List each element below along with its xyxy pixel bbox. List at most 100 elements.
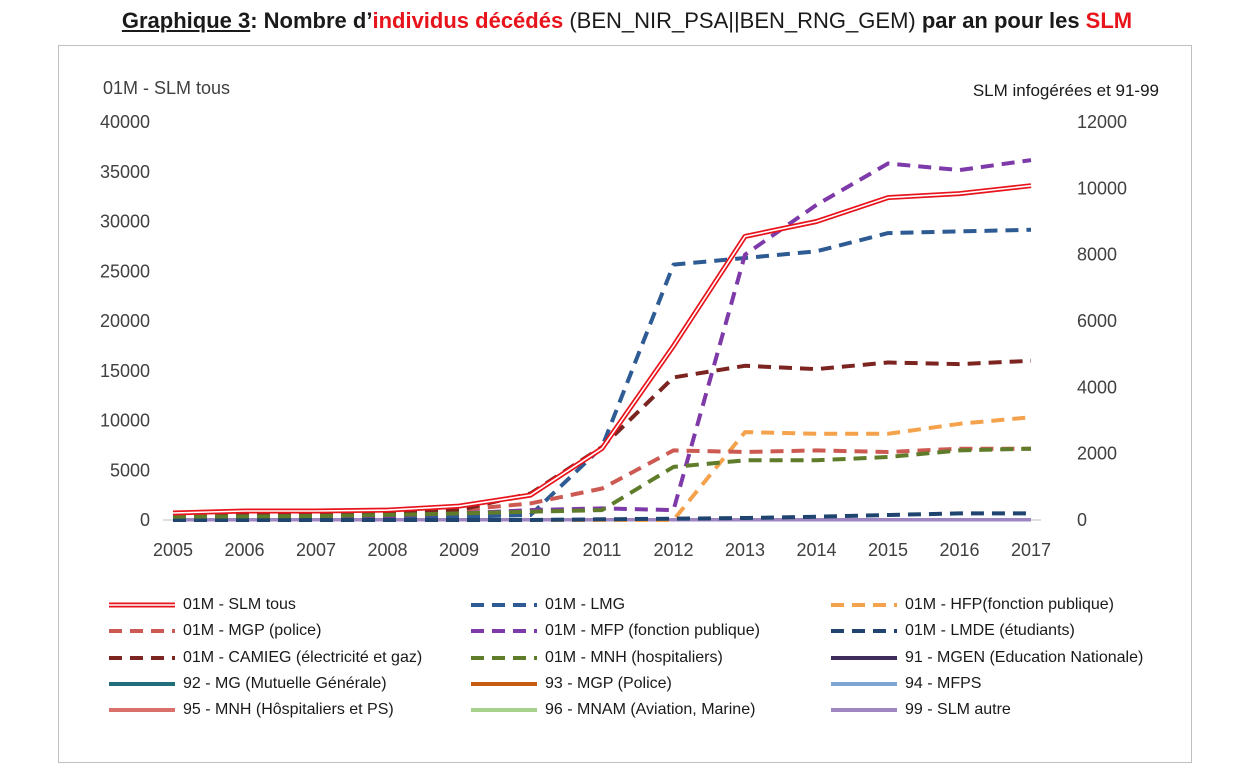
title-prefix: Graphique 3: [121, 8, 251, 33]
series-01m-hfp-fonction-publique: [173, 415, 1032, 522]
series-01m-slm-tous: [172, 183, 1032, 516]
y-left-tick-label: 20000: [100, 311, 150, 331]
y-right-tick-label: 10000: [1077, 178, 1127, 198]
y-right-tick-label: 8000: [1077, 245, 1117, 265]
legend-swatch: [831, 629, 897, 634]
x-tick-label: 2011: [583, 540, 622, 560]
legend-swatch: [471, 681, 537, 686]
title-colon: : Nombre d’: [250, 8, 373, 33]
legend-item: 95 - MNH (Hôspitaliers et PS): [107, 699, 394, 721]
x-tick-label: 2016: [939, 540, 979, 560]
y-right-tick-label: 6000: [1077, 311, 1117, 331]
legend-swatch: [471, 708, 537, 713]
y-right-tick-label: 4000: [1077, 377, 1117, 397]
legend-label: 01M - HFP(fonction publique): [905, 596, 1114, 613]
legend-item: 01M - LMG: [469, 594, 625, 616]
legend-label: 92 - MG (Mutuelle Générale): [183, 674, 387, 692]
legend-label: 91 - MGEN (Education Nationale): [905, 648, 1144, 666]
series-01m-lmg: [172, 227, 1032, 520]
legend-label: 01M - MNH (hospitaliers): [545, 648, 723, 666]
x-tick-label: 2010: [510, 540, 550, 560]
y-left-tick-label: 30000: [100, 212, 150, 232]
series-01m-mnh-hospitaliers: [172, 446, 1032, 519]
legend-item: 93 - MGP (Police): [469, 673, 672, 695]
y-left-tick-label: 5000: [110, 460, 150, 480]
y-left-tick-label: 35000: [100, 162, 150, 182]
legend-label: 96 - MNAM (Aviation, Marine): [545, 701, 756, 719]
x-tick-label: 2014: [796, 540, 836, 560]
x-tick-label: 2006: [224, 540, 264, 560]
legend-swatch: [471, 655, 537, 660]
legend-item: 01M - MGP (police): [107, 620, 321, 642]
x-tick-label: 2015: [868, 540, 908, 560]
x-tick-label: 2009: [439, 540, 479, 560]
legend-label: 01M - LMG: [545, 596, 626, 613]
series-line-01m-hfp-fonction-publique: [173, 415, 1032, 522]
series-01m-lmde-etudiants: [173, 511, 1031, 522]
legend-swatch: [109, 629, 175, 634]
legend-swatch: [831, 681, 897, 686]
legend-item: 01M - HFP(fonction publique): [829, 594, 1114, 616]
y-left-tick-label: 25000: [100, 261, 150, 281]
y-right-tick-label: 0: [1077, 510, 1087, 530]
y-axis-right-label: SLM infogérées et 91-99: [973, 81, 1159, 100]
x-tick-label: 2013: [725, 540, 765, 560]
y-right-tick-label: 2000: [1077, 444, 1117, 464]
legend-swatch: [109, 602, 175, 608]
x-tick-label: 2005: [153, 540, 193, 560]
series-line-01m-mnh-hospitaliers: [172, 446, 1032, 519]
legend-item: 01M - SLM tous: [107, 594, 296, 616]
legend-swatch: [109, 708, 175, 713]
series-line-01m-mfp-fonction-publique: [172, 158, 1032, 520]
y-axis-left-label: 01M - SLM tous: [103, 78, 230, 98]
legend-item: 94 - MFPS: [829, 673, 981, 695]
legend-item: 01M - MNH (hospitaliers): [469, 647, 723, 669]
legend-item: 96 - MNAM (Aviation, Marine): [469, 699, 755, 721]
legend-label: 01M - SLM tous: [183, 596, 296, 613]
legend-swatch: [471, 603, 537, 607]
chart-title: Graphique 3: Nombre d’individus décédés …: [0, 6, 1254, 36]
series-line-01m-slm-tous: [172, 183, 1032, 516]
y-left-tick-label: 0: [140, 510, 150, 530]
series-line-01m-lmg: [172, 227, 1032, 520]
legend-item: 92 - MG (Mutuelle Générale): [107, 673, 387, 695]
legend-swatch: [109, 681, 175, 686]
legend-item: 99 - SLM autre: [829, 699, 1011, 721]
x-tick-label: 2012: [653, 540, 693, 560]
y-left-tick-label: 40000: [100, 112, 150, 132]
y-left-tick-label: 15000: [100, 361, 150, 381]
series-line-01m-mgp-police: [172, 446, 1031, 517]
legend-label: 99 - SLM autre: [905, 701, 1011, 719]
legend-item: 01M - MFP (fonction publique): [469, 620, 760, 642]
legend-item: 01M - LMDE (étudiants): [829, 620, 1075, 642]
y-right-tick-label: 12000: [1077, 112, 1127, 132]
series-line-01m-lmde-etudiants: [173, 511, 1031, 522]
series-01m-mgp-police: [172, 446, 1031, 517]
line-chart: 01M - SLM tous SLM infogérées et 91-99 0 50…: [100, 78, 1159, 560]
legend-label: 94 - MFPS: [905, 674, 982, 692]
legend-label: 01M - MFP (fonction publique): [545, 622, 760, 640]
title-red-1: individus décédés: [372, 8, 564, 33]
chart-frame: 01M - SLM tous SLM infogérées et 91-99 0 50…: [58, 45, 1192, 763]
x-tick-label: 2008: [367, 540, 407, 560]
legend-swatch: [471, 629, 537, 634]
legend-label: 93 - MGP (Police): [545, 674, 672, 692]
x-tick-label: 2007: [296, 540, 336, 560]
title-red-2: SLM: [1085, 8, 1133, 33]
legend-label: 01M - LMDE (étudiants): [905, 622, 1075, 640]
legend-swatch: [831, 655, 897, 660]
series-01m-camieg-electricite-et-gaz: [172, 358, 1032, 517]
legend-label: 01M - CAMIEG (électricité et gaz): [183, 648, 423, 666]
legend-swatch: [831, 708, 897, 713]
series-01m-mfp-fonction-publique: [172, 158, 1032, 520]
x-tick-label: 2017: [1011, 540, 1051, 560]
legend-item: 01M - CAMIEG (électricité et gaz): [107, 647, 422, 669]
title-bold-2: par an pour les: [921, 8, 1086, 33]
series-line-01m-camieg-electricite-et-gaz: [172, 358, 1032, 517]
legend-item: 91 - MGEN (Education Nationale): [829, 647, 1143, 669]
series-line-01m-slm-tous-inner: [172, 184, 1032, 514]
legend-swatch: [109, 655, 175, 660]
legend-label: 95 - MNH (Hôspitaliers et PS): [183, 701, 394, 719]
title-middle: (BEN_NIR_PSA||BEN_RNG_GEM): [563, 8, 922, 33]
legend-label: 01M - MGP (police): [183, 622, 322, 640]
